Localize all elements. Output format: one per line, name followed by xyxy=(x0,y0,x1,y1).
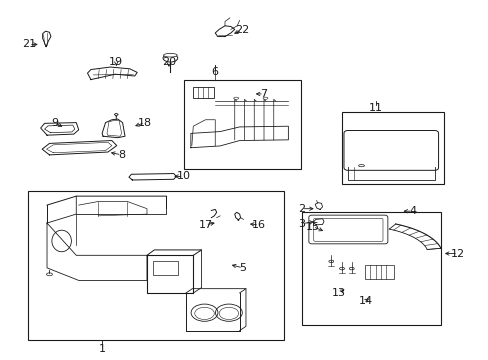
Text: 16: 16 xyxy=(252,220,265,230)
Text: 21: 21 xyxy=(22,40,36,49)
Ellipse shape xyxy=(163,54,177,62)
Text: 3: 3 xyxy=(298,219,305,229)
Text: 4: 4 xyxy=(408,206,415,216)
Bar xyxy=(27,191,283,339)
Text: 20: 20 xyxy=(162,57,176,67)
Text: 22: 22 xyxy=(234,25,249,35)
Bar xyxy=(193,87,213,98)
Text: 15: 15 xyxy=(305,222,319,231)
Bar xyxy=(365,265,393,279)
Text: 1: 1 xyxy=(99,343,105,354)
Bar xyxy=(183,80,300,169)
Text: 7: 7 xyxy=(260,89,267,99)
Text: 19: 19 xyxy=(109,57,123,67)
Ellipse shape xyxy=(163,53,177,57)
Text: 14: 14 xyxy=(358,296,372,306)
Bar xyxy=(302,212,440,325)
Text: 12: 12 xyxy=(450,248,464,258)
Text: 13: 13 xyxy=(331,288,346,298)
Bar xyxy=(341,112,444,184)
Text: 5: 5 xyxy=(239,263,246,273)
Text: 2: 2 xyxy=(297,204,305,214)
Text: 9: 9 xyxy=(51,118,58,128)
Text: 8: 8 xyxy=(118,150,125,160)
Ellipse shape xyxy=(358,165,364,167)
Text: 11: 11 xyxy=(368,103,382,113)
Text: 6: 6 xyxy=(211,67,218,77)
Text: 10: 10 xyxy=(176,171,190,181)
Bar xyxy=(153,261,177,275)
Text: 17: 17 xyxy=(198,220,212,230)
Text: 18: 18 xyxy=(138,118,152,128)
